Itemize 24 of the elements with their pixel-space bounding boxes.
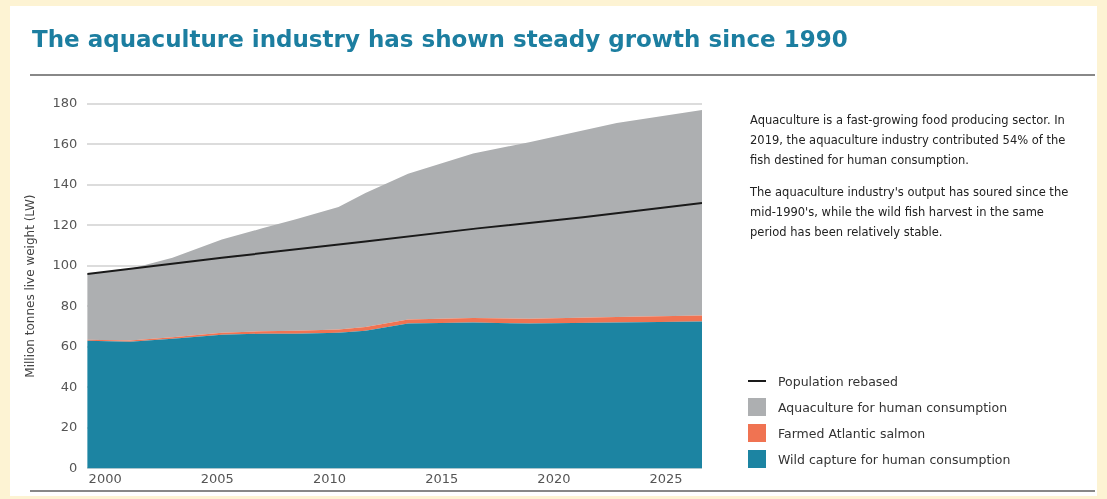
x-tick-label: 2015	[425, 470, 459, 486]
y-tick-label: 20	[60, 419, 78, 435]
x-tick-label: 2000	[88, 470, 122, 486]
y-axis-title: Million tonnes live weight (LW)	[23, 194, 38, 378]
text: The aquaculture industry's output has soured since the mid-1990's, while the wild fish harvest in the same period has been relatively stable.	[750, 184, 1070, 241]
legend-label: Wild capture for human consumption	[778, 451, 1011, 467]
y-tick-label: 0	[68, 459, 78, 475]
x-tick-label: 2025	[649, 470, 683, 486]
y-tick-label: 120	[52, 216, 78, 232]
y-tick-label: 80	[60, 297, 78, 313]
y-tick-label: 180	[52, 95, 78, 111]
y-tick-label: 40	[60, 378, 78, 394]
x-tick-label: 2020	[537, 470, 571, 486]
legend-label: Aquaculture for human consumption	[778, 399, 1008, 415]
chart-title: The aquaculture industry has shown steady growth since 1990	[32, 26, 848, 52]
x-tick-label: 2005	[200, 470, 234, 486]
legend-label: Farmed Atlantic salmon	[778, 425, 926, 441]
y-tick-label: 100	[52, 257, 78, 273]
text: Aquaculture is a fast-growing food producing sector. In 2019, the aquaculture industry contributed 54% of the fish destined for human consumption.	[750, 112, 1067, 169]
y-tick-label: 60	[60, 338, 78, 354]
x-tick-label: 2010	[312, 470, 347, 486]
legend-label: Population rebased	[778, 373, 898, 389]
y-tick-label: 140	[52, 176, 78, 192]
y-tick-label: 160	[52, 135, 78, 151]
